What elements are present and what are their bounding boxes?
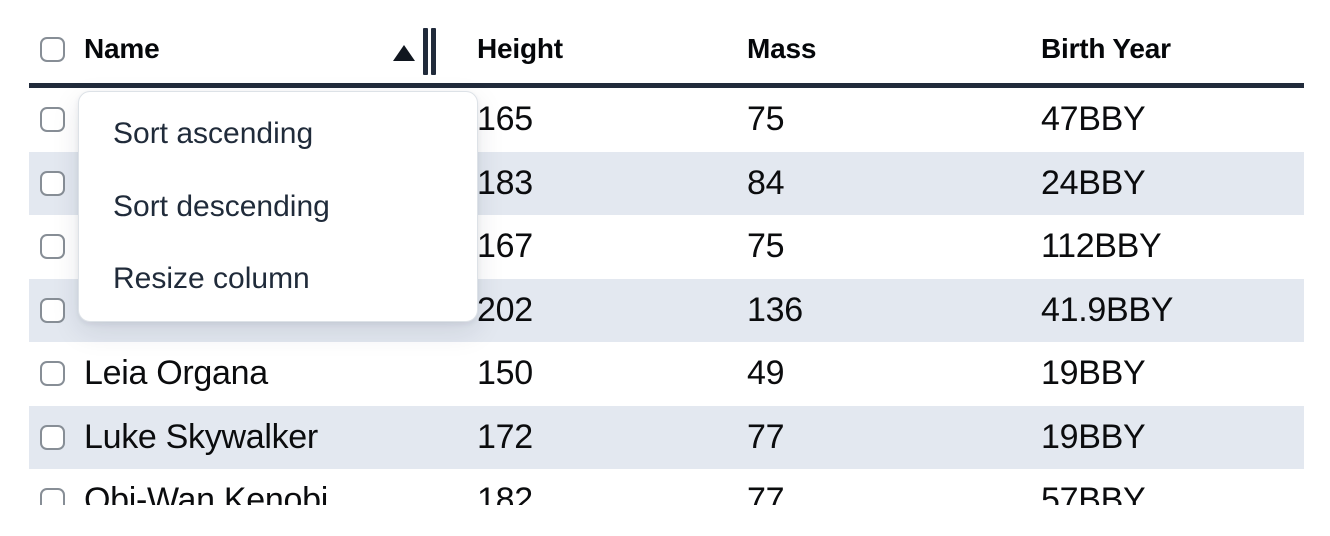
cell-height: 167 [477, 227, 533, 266]
column-header-height[interactable]: Height [477, 33, 563, 64]
table-header-row: Name Height Mass Birth Year [29, 0, 1304, 88]
cell-name: Luke Skywalker [84, 417, 318, 456]
cell-mass: 75 [747, 227, 785, 266]
cell-mass: 136 [747, 290, 803, 329]
row-checkbox[interactable] [40, 234, 65, 260]
row-checkbox-cell [29, 297, 84, 323]
column-context-menu: Sort ascending Sort descending Resize co… [78, 91, 478, 322]
row-checkbox-cell [29, 488, 84, 505]
menu-item-label: Resize column [113, 262, 310, 296]
cell-height: 202 [477, 290, 533, 329]
cell-birth-year: 19BBY [1041, 417, 1146, 456]
column-header-mass[interactable]: Mass [747, 33, 817, 64]
cell-height: 182 [477, 481, 533, 505]
cell-birth-year: 41.9BBY [1041, 290, 1174, 329]
cell-mass: 75 [747, 100, 785, 139]
row-checkbox[interactable] [40, 107, 65, 133]
header-checkbox-cell [29, 36, 84, 62]
table-row: Luke Skywalker 172 77 19BBY [29, 405, 1304, 469]
row-checkbox-cell [29, 170, 84, 196]
row-checkbox-cell [29, 234, 84, 260]
cell-mass: 77 [747, 417, 785, 456]
cell-name: Leia Organa [84, 354, 268, 393]
row-checkbox-cell [29, 424, 84, 450]
row-checkbox[interactable] [40, 424, 65, 450]
sort-ascending-icon [393, 45, 415, 61]
cell-height: 183 [477, 163, 533, 202]
select-all-checkbox[interactable] [40, 36, 65, 62]
column-header-birth-year[interactable]: Birth Year [1041, 33, 1171, 64]
column-header-name[interactable]: Name [84, 33, 160, 64]
row-checkbox[interactable] [40, 297, 65, 323]
table-row: Obi-Wan Kenobi 182 77 57BBY [29, 469, 1304, 505]
menu-item-resize-column[interactable]: Resize column [79, 243, 477, 316]
column-resize-handle-icon[interactable] [423, 28, 436, 75]
menu-item-sort-ascending[interactable]: Sort ascending [79, 98, 477, 171]
cell-name: Obi-Wan Kenobi [84, 481, 328, 505]
row-checkbox[interactable] [40, 361, 65, 387]
cell-height: 172 [477, 417, 533, 456]
menu-item-sort-descending[interactable]: Sort descending [79, 171, 477, 244]
cell-birth-year: 24BBY [1041, 163, 1146, 202]
cell-birth-year: 112BBY [1041, 227, 1162, 266]
cell-birth-year: 47BBY [1041, 100, 1146, 139]
cell-birth-year: 19BBY [1041, 354, 1146, 393]
row-checkbox-cell [29, 107, 84, 133]
cell-height: 150 [477, 354, 533, 393]
cell-height: 165 [477, 100, 533, 139]
row-checkbox[interactable] [40, 170, 65, 196]
cell-birth-year: 57BBY [1041, 481, 1146, 505]
cell-mass: 49 [747, 354, 785, 393]
row-checkbox-cell [29, 361, 84, 387]
cell-mass: 77 [747, 481, 785, 505]
row-checkbox[interactable] [40, 488, 65, 505]
menu-item-label: Sort descending [113, 189, 330, 223]
table-row: Leia Organa 150 49 19BBY [29, 342, 1304, 406]
menu-item-label: Sort ascending [113, 117, 314, 151]
cell-mass: 84 [747, 163, 785, 202]
